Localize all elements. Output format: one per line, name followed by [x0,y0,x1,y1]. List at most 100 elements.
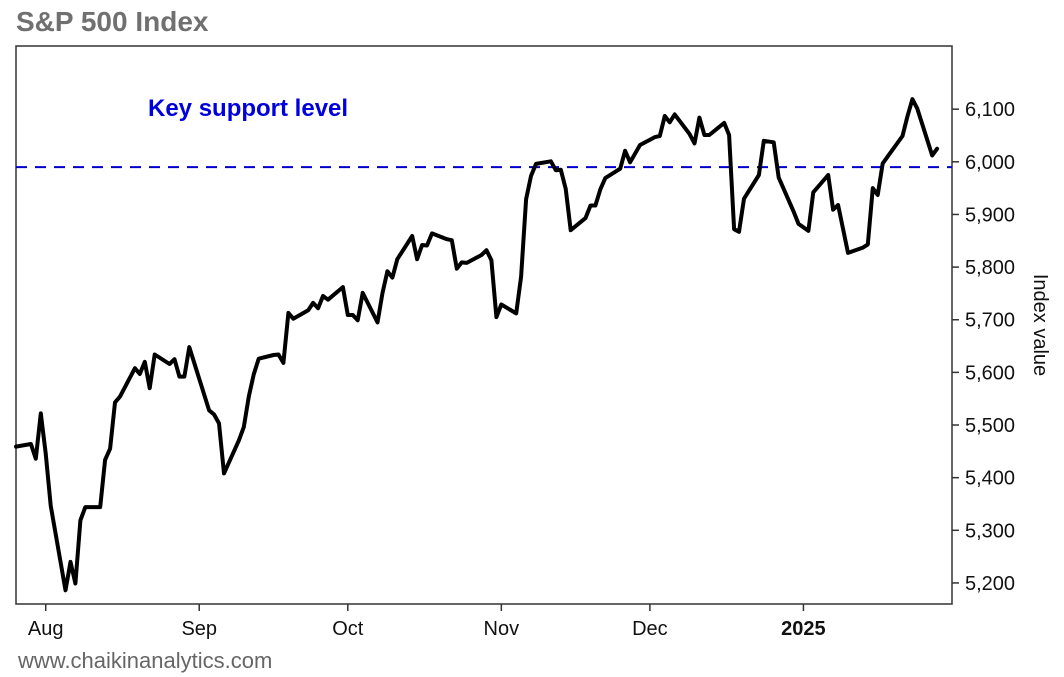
data-point [486,249,487,251]
data-point [391,277,393,279]
data-point [936,148,938,150]
data-point [396,258,398,260]
data-point [599,188,601,190]
data-point [594,205,596,206]
data-point [208,409,210,411]
x-tick-label: Sep [181,618,217,640]
data-point [134,367,136,369]
data-point [490,259,492,261]
data-point [317,307,319,309]
y-tick-label: 5,700 [965,310,1015,332]
data-point [30,443,32,445]
data-point [248,396,250,398]
data-point [570,229,572,231]
data-point [738,231,740,233]
data-point [451,239,453,241]
data-point [347,314,349,316]
data-point [733,228,735,230]
data-point [377,321,378,323]
data-point [906,116,908,117]
data-point [258,358,260,360]
data-point [183,376,185,378]
data-point [253,374,255,375]
data-point [674,113,676,115]
data-point [149,387,151,389]
data-point [466,262,468,264]
data-point [416,258,418,260]
y-tick-label: 5,200 [965,573,1015,595]
data-point [812,191,814,193]
data-point [604,177,606,179]
data-point [911,98,913,100]
data-point [758,174,760,176]
x-tick-label: 2025 [781,618,826,640]
data-point [174,358,175,360]
data-point [411,235,413,237]
data-point [862,247,864,249]
support-line-label: Key support level [148,95,348,122]
data-point [728,134,730,136]
data-point [565,188,567,190]
x-axis: Aug Sep Oct Nov Dec 2025 [28,604,826,640]
data-point [495,316,497,318]
data-point [386,270,388,272]
x-tick-label: Nov [484,618,520,640]
data-point [882,162,884,164]
data-point [664,115,666,117]
data-point [40,412,42,414]
series-line [14,97,940,593]
data-point [560,169,562,171]
data-point [114,401,116,403]
data-point [639,144,641,146]
y-tick-label: 6,000 [965,152,1015,174]
data-point [273,354,274,356]
data-point [807,230,809,232]
data-point [446,238,448,240]
data-point [213,414,215,415]
y-tick-label: 5,400 [965,468,1015,490]
data-point [456,268,458,270]
y-axis-label: Index value [1029,274,1051,376]
data-point [500,304,502,305]
data-point [585,217,586,219]
data-point [223,472,225,474]
data-point [15,446,17,448]
data-point [426,245,428,246]
data-point [79,519,81,521]
data-point [109,448,111,450]
y-axis: 5,200 5,300 5,400 5,500 5,600 5,700 5,800 5,900… [952,99,1015,595]
data-point [342,286,344,288]
data-point [144,361,146,363]
data-point [743,198,745,200]
data-point [119,396,121,398]
x-tick-label: Aug [28,618,64,640]
data-point [793,210,794,212]
data-point [694,142,695,144]
y-tick-label: 5,900 [965,204,1015,226]
data-point [530,175,532,177]
data-point [763,140,765,142]
data-point [357,319,359,321]
data-point [74,583,76,584]
data-point [689,133,690,135]
y-tick-label: 5,800 [965,257,1015,279]
data-point [84,506,86,508]
data-point [698,117,700,119]
data-point [515,312,517,314]
data-point [169,363,170,365]
data-point [708,134,710,136]
data-point [723,122,725,124]
data-point [847,252,849,254]
data-point [535,163,537,165]
data-point [798,223,799,225]
data-point [352,314,354,316]
data-point [659,135,661,137]
data-point [322,295,324,297]
data-point [282,362,284,364]
data-point [139,373,141,375]
data-point [50,505,52,507]
data-point [629,161,631,163]
data-point [669,121,671,123]
data-point [238,439,240,441]
data-point [550,160,552,162]
